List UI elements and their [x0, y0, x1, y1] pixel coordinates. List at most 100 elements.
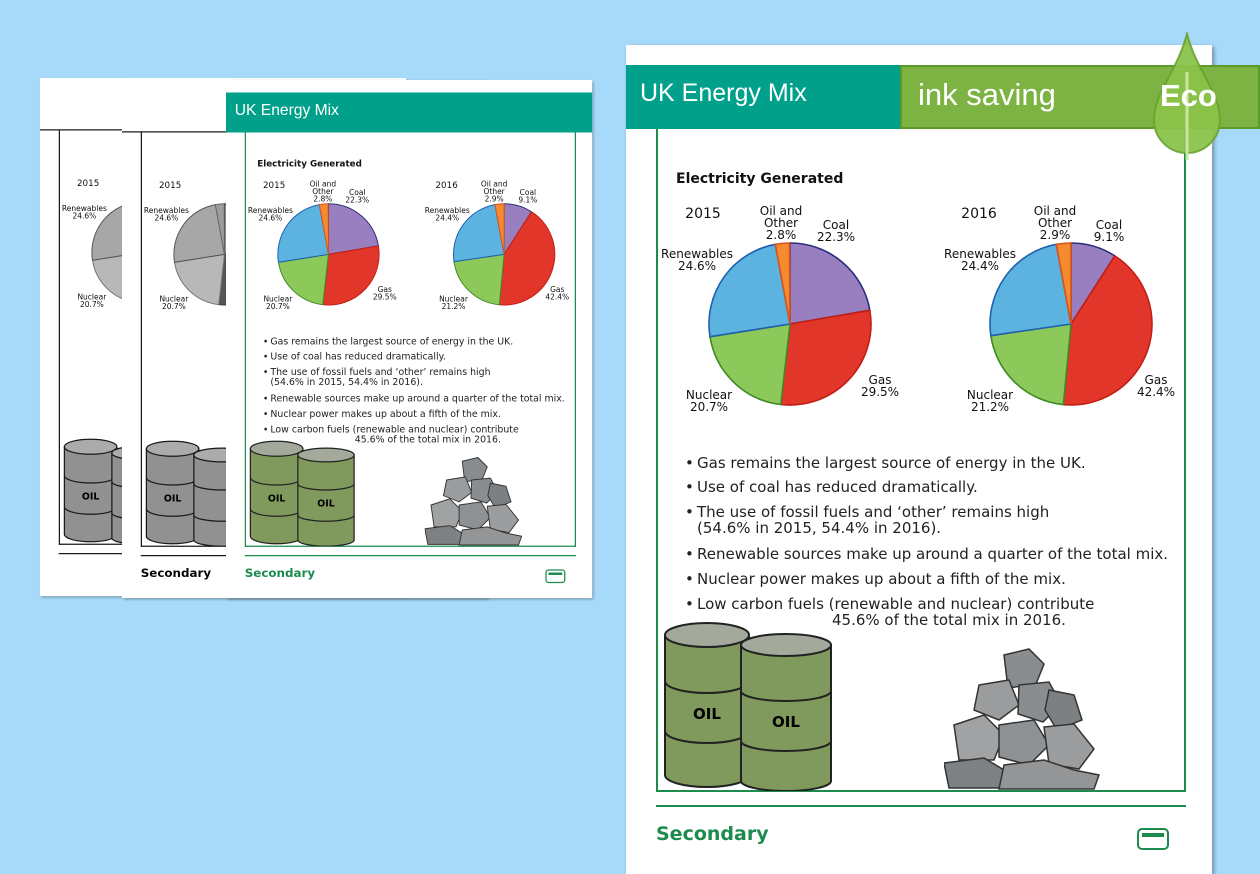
- slice-label-line: 42.4%: [545, 292, 570, 302]
- slice-label-line: Nuclear: [439, 294, 468, 304]
- barrel-label: OIL: [268, 493, 285, 504]
- slice-label: Renewables 24.6%: [144, 207, 189, 222]
- bullet-dot: •: [262, 335, 269, 347]
- slice-label-line: Coal: [1095, 218, 1123, 232]
- bullet-text: Nuclear power makes up about a fifth of …: [270, 408, 501, 420]
- barrel-label: OIL: [164, 493, 181, 504]
- footer-level-label: Secondary: [244, 566, 316, 580]
- pie-chart-2015: [708, 242, 872, 406]
- bullet-dot: •: [262, 366, 269, 378]
- slice-label: Coal 22.3%: [345, 189, 369, 204]
- slice-label: Gas 42.4%: [1137, 374, 1175, 398]
- bullet-text: (54.6% in 2015, 54.4% in 2016).: [270, 376, 423, 388]
- bullet-dot: •: [685, 454, 694, 472]
- pie-slice-renewables: [277, 204, 330, 263]
- slice-label: Coal 9.1%: [518, 189, 537, 204]
- coal-pile-image: [944, 648, 1100, 790]
- slice-label: Gas 42.4%: [545, 286, 569, 301]
- oil-barrels-image: OIL OIL: [249, 440, 355, 547]
- slice-label: Nuclear 21.2%: [967, 389, 1013, 413]
- slice-label-line: Gas: [868, 373, 892, 387]
- chart-year-label: 2015: [76, 178, 100, 189]
- slice-label-line: Coal: [519, 188, 537, 197]
- pie-slice-gas: [1062, 254, 1153, 406]
- bullet-dot: •: [685, 570, 694, 588]
- footer-level-label: Secondary: [656, 823, 769, 845]
- slice-label: Coal 9.1%: [1094, 219, 1125, 243]
- bullet-text: Low carbon fuels (renewable and nuclear)…: [697, 595, 1095, 613]
- slice-label: Renewables 24.6%: [248, 207, 293, 222]
- bullet-dot: •: [685, 503, 694, 521]
- slice-label-line: 20.7%: [79, 299, 104, 309]
- footer-divider: [244, 555, 576, 557]
- chart-year-label: 2015: [262, 180, 286, 191]
- pie-slice-nuclear: [453, 253, 505, 306]
- pie-slice-gas: [322, 245, 380, 306]
- slice-label: Renewables 24.4%: [425, 207, 470, 222]
- slice-label: Nuclear 21.2%: [439, 295, 468, 310]
- barrel-label: OIL: [82, 491, 99, 502]
- slice-label-line: 21.2%: [970, 400, 1010, 414]
- slice-label-line: Nuclear: [685, 388, 733, 402]
- page-title: UK Energy Mix: [234, 101, 339, 119]
- slice-label-line: Coal: [822, 218, 850, 232]
- worksheet-preview-colour: UK Energy Mix Electricity Generated 2015…: [226, 80, 593, 599]
- chart-year-label: 2015: [685, 206, 721, 222]
- slice-label-line: 24.4%: [435, 213, 460, 223]
- bullet-text: The use of fossil fuels and ‘other’ rema…: [270, 366, 491, 378]
- slice-label-line: Oil and: [309, 179, 337, 189]
- slice-label: Oil and Other 2.9%: [1034, 205, 1077, 241]
- bullet-text: The use of fossil fuels and ‘other’ rema…: [697, 503, 1050, 521]
- slice-label-line: Nuclear: [966, 388, 1014, 402]
- pie-chart-2015: [277, 203, 380, 306]
- slice-label-line: 24.6%: [258, 213, 283, 223]
- slice-label-line: Nuclear: [159, 294, 189, 304]
- pie-slice-nuclear: [173, 253, 226, 306]
- pie-slice-oil-and-other: [494, 203, 505, 255]
- slice-label-line: Renewables: [661, 247, 733, 261]
- pie-slice-oil-and-other: [214, 203, 225, 255]
- bullet-dot: •: [685, 478, 694, 496]
- publisher-logo-icon: [545, 569, 566, 584]
- bullet-dot: •: [262, 392, 269, 404]
- pie-slice-coal: [328, 203, 379, 255]
- bullet-text: Nuclear power makes up about a fifth of …: [697, 570, 1066, 588]
- slice-label: Nuclear 20.7%: [686, 389, 732, 413]
- slice-label-line: Renewables: [944, 247, 1016, 261]
- slice-label-line: Other: [312, 186, 334, 196]
- pie-slice-gas: [498, 211, 556, 306]
- oil-barrels-image: OIL OIL: [664, 622, 832, 791]
- bullet-dot: •: [685, 545, 694, 563]
- pie-slice-nuclear: [989, 323, 1072, 406]
- slice-label-line: 20.7%: [265, 301, 290, 311]
- pie-chart-2016: [989, 242, 1153, 406]
- header-band: UK Energy Mix: [226, 92, 593, 133]
- pie-slice-oil-and-other: [318, 203, 329, 255]
- eco-label: Eco: [1160, 78, 1217, 113]
- slice-label-line: 20.7%: [689, 400, 729, 414]
- slice-label-line: 22.3%: [345, 195, 370, 205]
- slice-label-line: 2.8%: [765, 228, 797, 242]
- pie-slice-nuclear: [277, 253, 330, 306]
- slice-label-line: 24.4%: [960, 259, 1000, 273]
- bullet-text: Use of coal has reduced dramatically.: [697, 478, 978, 496]
- slice-label-line: 20.7%: [161, 301, 186, 311]
- slice-label-line: Renewables: [61, 204, 107, 213]
- slice-label-line: Nuclear: [77, 292, 107, 302]
- slice-label-line: 24.6%: [154, 213, 179, 223]
- bullet-text: Renewable sources make up around a quart…: [270, 392, 565, 404]
- slice-label-line: 22.3%: [816, 230, 856, 244]
- slice-label-line: Gas: [1144, 373, 1168, 387]
- slice-label: Oil and Other 2.8%: [310, 180, 337, 203]
- barrel-label: OIL: [693, 705, 721, 723]
- pie-slice-renewables: [453, 204, 505, 263]
- slice-label: Coal 22.3%: [817, 219, 855, 243]
- slice-label: Nuclear 20.7%: [263, 295, 292, 310]
- coal-pile-image: [424, 456, 523, 546]
- bullet-text: Renewable sources make up around a quart…: [697, 545, 1169, 563]
- slice-label-line: Other: [1037, 216, 1073, 230]
- chart-year-label: 2015: [158, 180, 182, 191]
- pie-slice-oil-and-other: [774, 242, 791, 325]
- slice-label-line: 9.1%: [1093, 230, 1125, 244]
- barrel-label: OIL: [317, 498, 334, 509]
